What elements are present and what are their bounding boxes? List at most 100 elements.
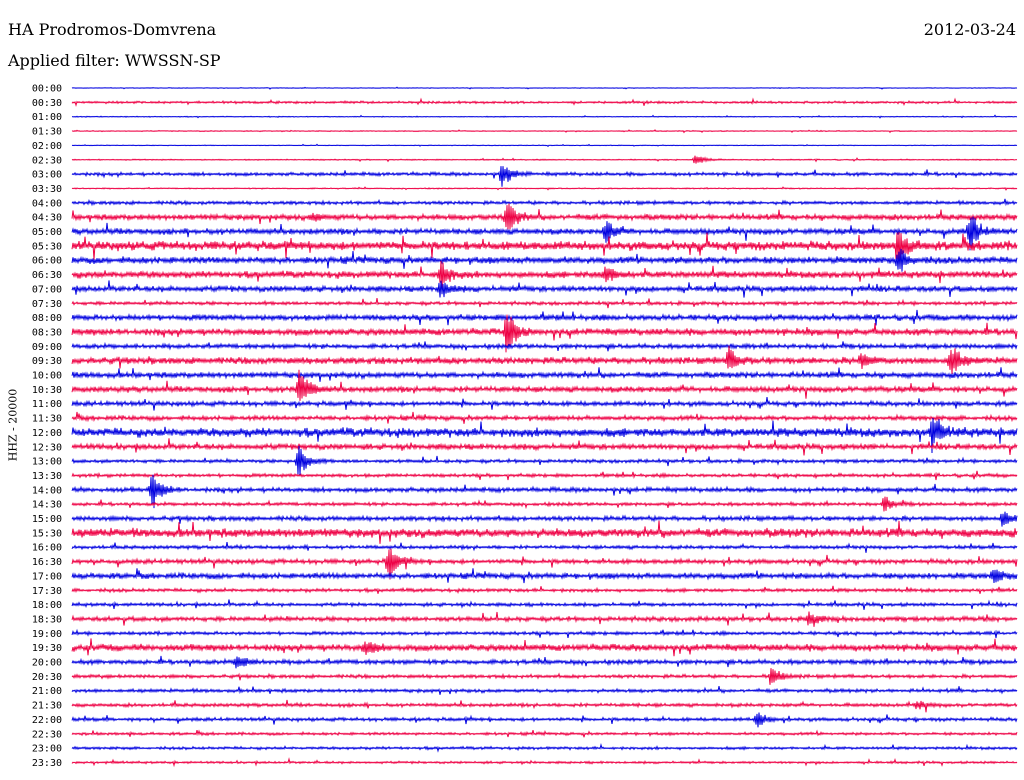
- trace-line: [71, 114, 1018, 119]
- trace-line: [71, 417, 1018, 454]
- time-tick-label: 09:30: [32, 356, 62, 367]
- trace-line: [71, 367, 1018, 382]
- time-tick-label: 12:30: [32, 442, 62, 453]
- time-tick-label: 08:30: [32, 327, 62, 338]
- trace-line: [71, 298, 1018, 309]
- time-tick-label: 20:30: [32, 672, 62, 683]
- time-tick-label: 04:30: [32, 213, 62, 224]
- time-tick-label: 14:00: [32, 485, 62, 496]
- trace-line: [71, 411, 1018, 424]
- trace-line: [71, 166, 1018, 187]
- trace-line: [71, 599, 1018, 610]
- trace-line: [71, 655, 1018, 669]
- trace-line: [71, 97, 1018, 107]
- time-tick-label: 17:30: [32, 586, 62, 597]
- time-tick-label: 04:00: [32, 198, 62, 209]
- trace-line: [71, 585, 1018, 594]
- time-tick-label: 16:00: [32, 543, 62, 554]
- trace-line: [71, 699, 1018, 713]
- time-tick-label: 18:00: [32, 600, 62, 611]
- time-tick-label: 07:00: [32, 284, 62, 295]
- time-tick-label: 02:00: [32, 141, 62, 152]
- trace-line: [71, 628, 1018, 639]
- time-tick-label: 06:30: [32, 270, 62, 281]
- time-tick-label: 03:00: [32, 170, 62, 181]
- time-tick-label: 21:00: [32, 686, 62, 697]
- time-tick-label: 19:00: [32, 629, 62, 640]
- trace-line: [71, 686, 1018, 695]
- trace-line: [71, 438, 1018, 456]
- time-tick-label: 09:00: [32, 342, 62, 353]
- time-tick-label: 22:30: [32, 729, 62, 740]
- trace-line: [71, 248, 1018, 272]
- date-label: 2012-03-24: [923, 20, 1016, 39]
- trace-line: [71, 470, 1018, 481]
- trace-line: [71, 155, 1018, 164]
- trace-line: [71, 341, 1018, 352]
- time-tick-label: 05:00: [32, 227, 62, 238]
- trace-line: [71, 309, 1018, 326]
- trace-line: [71, 474, 1018, 509]
- trace-line: [71, 568, 1018, 584]
- time-tick-label: 01:30: [32, 127, 62, 138]
- time-tick-label: 01:00: [32, 112, 62, 123]
- time-tick-label: 13:00: [32, 457, 62, 468]
- time-tick-label: 10:30: [32, 385, 62, 396]
- trace-line: [71, 496, 1018, 512]
- trace-line: [71, 232, 1018, 265]
- station-title: HA Prodromos-Domvrena: [8, 20, 217, 39]
- time-tick-label: 22:00: [32, 715, 62, 726]
- trace-line: [71, 611, 1018, 627]
- filter-label: Applied filter: WWSSN-SP: [8, 51, 221, 70]
- time-tick-label: 15:00: [32, 514, 62, 525]
- trace-line: [71, 345, 1018, 374]
- time-tick-label: 23:30: [32, 758, 62, 769]
- time-tick-label: 18:30: [32, 614, 62, 625]
- time-tick-label: 02:30: [32, 155, 62, 166]
- trace-line: [71, 314, 1018, 353]
- trace-line: [71, 198, 1018, 207]
- time-tick-label: 23:00: [32, 744, 62, 755]
- time-tick-label: 17:00: [32, 571, 62, 582]
- trace-line: [71, 542, 1018, 553]
- trace-line: [71, 216, 1018, 251]
- time-tick-label: 16:30: [32, 557, 62, 568]
- time-tick-label: 03:30: [32, 184, 62, 195]
- time-tick-label: 00:30: [32, 98, 62, 109]
- trace-line: [71, 369, 1018, 401]
- trace-line: [71, 511, 1018, 527]
- time-tick-label: 10:00: [32, 371, 62, 382]
- trace-line: [71, 712, 1018, 728]
- time-tick-label: 15:30: [32, 528, 62, 539]
- trace-line: [71, 186, 1018, 191]
- trace-line: [71, 129, 1018, 134]
- time-tick-label: 12:00: [32, 428, 62, 439]
- time-tick-label: 00:00: [32, 84, 62, 95]
- trace-line: [71, 260, 1018, 291]
- trace-line: [71, 86, 1018, 90]
- time-tick-label: 05:30: [32, 241, 62, 252]
- trace-line: [71, 445, 1018, 476]
- trace-line: [71, 743, 1018, 753]
- trace-line: [71, 757, 1018, 768]
- time-tick-label: 13:30: [32, 471, 62, 482]
- time-tick-label: 19:30: [32, 643, 62, 654]
- trace-line: [71, 143, 1018, 148]
- time-tick-label: 11:00: [32, 399, 62, 410]
- trace-line: [71, 638, 1018, 657]
- time-tick-label: 11:30: [32, 414, 62, 425]
- trace-line: [71, 280, 1018, 298]
- time-tick-label: 07:30: [32, 299, 62, 310]
- trace-line: [71, 548, 1018, 580]
- trace-line: [71, 729, 1018, 738]
- trace-line: [71, 668, 1018, 685]
- time-tick-label: 14:30: [32, 500, 62, 511]
- time-tick-label: 08:00: [32, 313, 62, 324]
- time-tick-label: 21:30: [32, 701, 62, 712]
- time-tick-label: 20:00: [32, 658, 62, 669]
- trace-line: [71, 397, 1018, 411]
- trace-line: [71, 203, 1018, 230]
- time-tick-label: 06:00: [32, 256, 62, 267]
- trace-line: [71, 520, 1018, 544]
